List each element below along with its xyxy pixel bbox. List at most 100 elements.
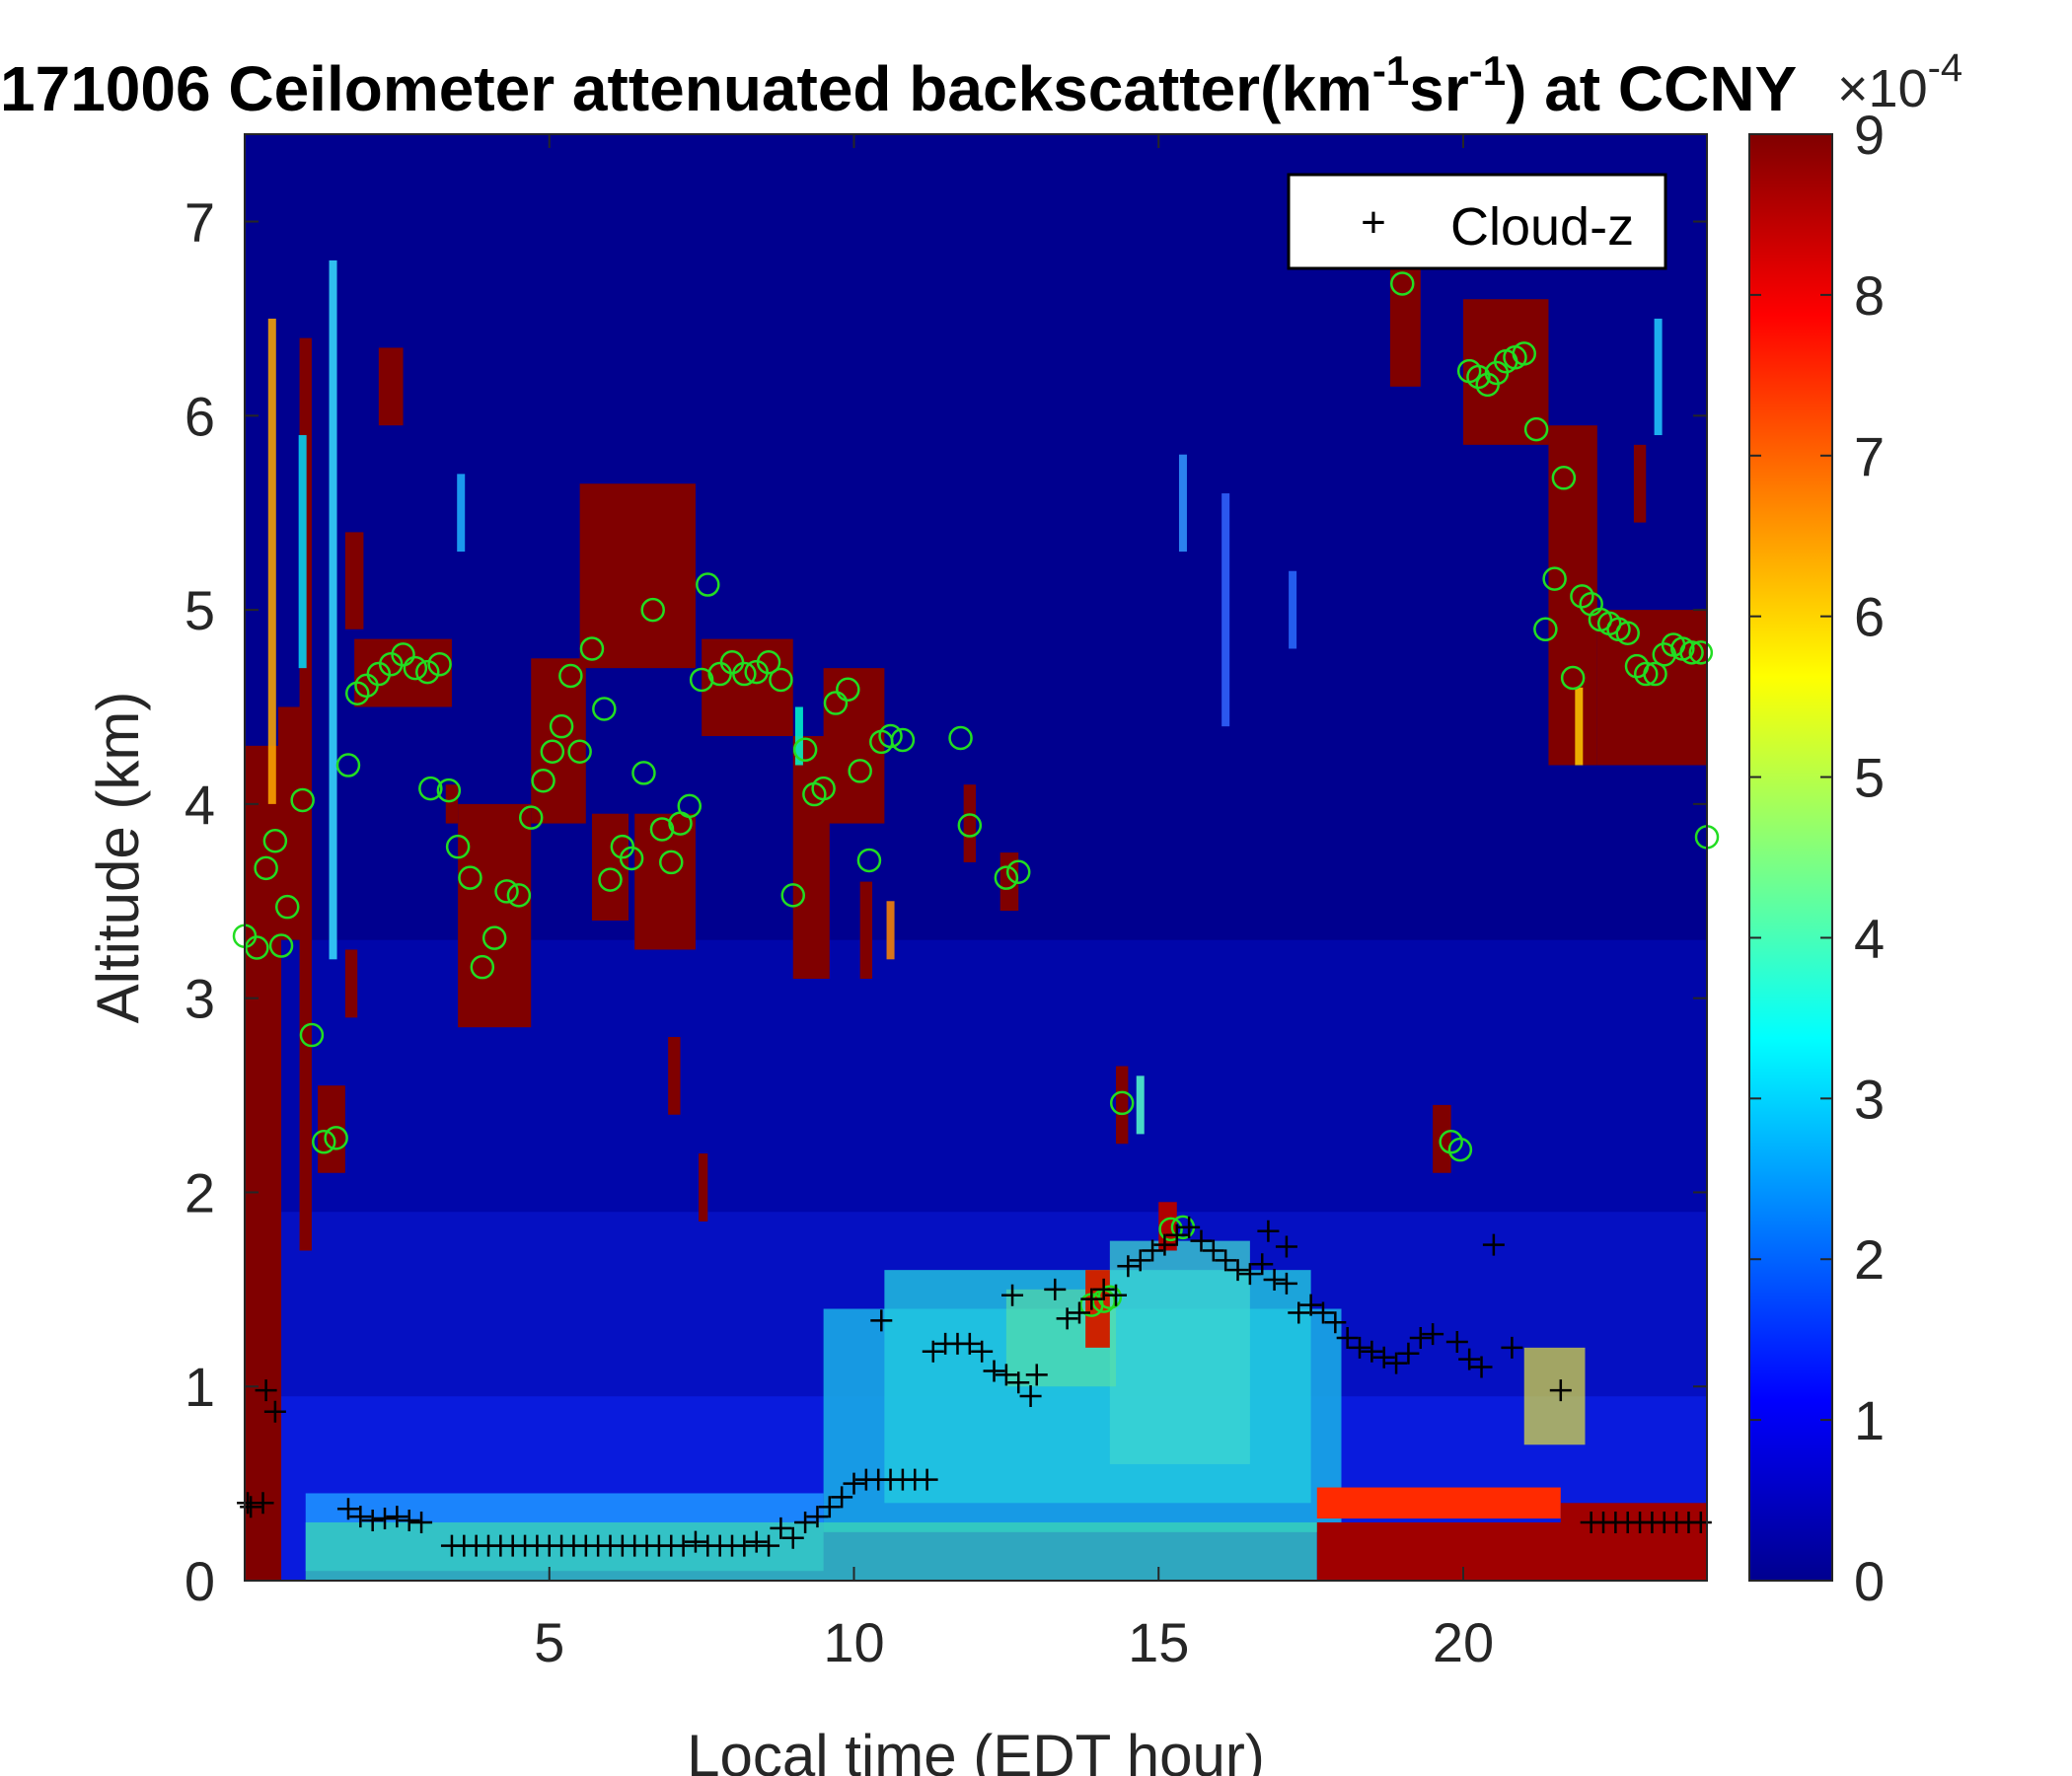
cloud-z-marker (1336, 1327, 1359, 1350)
cloud-top-marker (1679, 640, 1704, 665)
cloud-top-marker (811, 776, 836, 801)
plot-frame (244, 133, 1708, 1582)
x-tick-label: 10 (823, 1611, 884, 1673)
backscatter-streak (1289, 570, 1297, 649)
cloud-z-marker (1153, 1233, 1176, 1256)
cloud-z-marker (1361, 1340, 1383, 1363)
cloud-top-marker (769, 667, 793, 693)
backscatter-streak (298, 435, 307, 669)
cloud-z-marker (1445, 1330, 1468, 1353)
cloud-z-marker (684, 1530, 706, 1553)
cloud-z-marker (1056, 1307, 1078, 1330)
cloud-z-marker (995, 1364, 1017, 1386)
cloud-z-marker (1001, 1284, 1024, 1306)
cloud-top-marker (890, 727, 916, 753)
colorbar: 0 1 2 3 4 5 6 7 8 9 ×10-4 (1748, 46, 1962, 1612)
cloud-z-marker (1263, 1268, 1286, 1291)
cloud-z-marker (398, 1510, 420, 1531)
cloud-layer-block (344, 532, 364, 629)
cloud-top-marker (506, 883, 532, 908)
colorbar-gradient (1748, 133, 1833, 1582)
cloud-layer-block (963, 784, 976, 862)
cloud-z-marker (1299, 1294, 1322, 1316)
cloud-top-marker (1523, 416, 1549, 442)
chart-title: 171006 Ceilometer attenuated backscatter… (0, 47, 1797, 124)
cloud-z-marker (922, 1340, 944, 1363)
cloud-z-marker (1007, 1371, 1030, 1394)
cloud-z-marker (1458, 1348, 1481, 1370)
cloud-top-marker (567, 739, 592, 765)
cloud-z-marker (1689, 1511, 1712, 1533)
cloud-z-marker (843, 1472, 865, 1495)
cloud-top-marker (1390, 271, 1415, 296)
backscatter-streak (267, 318, 276, 804)
cloud-z-marker (1409, 1327, 1432, 1350)
cloud-top-marker (445, 834, 471, 859)
cloud-layer-block (859, 881, 873, 979)
cloud-z-marker (1238, 1263, 1261, 1286)
cloud-z-marker (1105, 1284, 1128, 1306)
cloud-z-marker (1422, 1323, 1444, 1346)
cloud-z-marker (1311, 1301, 1334, 1324)
y-tick-label: 7 (185, 191, 215, 254)
cloud-z-marker (1068, 1301, 1090, 1324)
cloud-top-marker (1634, 661, 1659, 687)
cloud-z-marker (1482, 1233, 1505, 1256)
cloud-top-marker (823, 691, 849, 715)
colorbar-tick-label: 9 (1854, 104, 1885, 166)
cloud-z-marker (349, 1506, 372, 1528)
backscatter-streak (1575, 687, 1584, 766)
cloud-top-marker (403, 655, 428, 681)
cloud-layer-block (668, 1037, 681, 1115)
cloud-top-marker (335, 753, 361, 777)
cloud-z-marker (1019, 1385, 1042, 1408)
colorbar-exponent: ×10-4 (1837, 46, 1962, 118)
cloud-top-marker (418, 776, 443, 801)
cloud-top-marker (689, 667, 714, 693)
cloud-top-marker (948, 725, 973, 751)
cloud-top-marker (1615, 621, 1640, 645)
cloud-z-marker (1190, 1229, 1213, 1252)
cloud-layer-block (1433, 1104, 1451, 1173)
cloud-layer-block (702, 638, 793, 737)
backscatter-band (305, 1521, 1317, 1581)
cloud-z-marker (1025, 1364, 1048, 1386)
cloud-z-marker (745, 1530, 768, 1553)
cloud-z-marker (1251, 1253, 1274, 1276)
cloud-z-marker (336, 1498, 359, 1520)
backscatter-streak (1178, 454, 1187, 553)
y-axis-label: Altitude (km) (85, 692, 151, 1024)
cloud-z-marker (374, 1508, 397, 1530)
cloud-top-marker (324, 1126, 348, 1150)
colorbar-ticks: 0 1 2 3 4 5 6 7 8 9 (1749, 104, 1885, 1612)
colorbar-tick-label: 4 (1854, 907, 1885, 969)
backscatter-streak (886, 901, 895, 960)
backscatter-streak (457, 474, 466, 553)
cloud-z-marker (240, 1496, 262, 1518)
colorbar-tick-label: 2 (1854, 1228, 1885, 1291)
y-tick-label: 0 (185, 1550, 215, 1612)
cloud-z-markers (237, 1216, 1712, 1557)
cloud-z-marker (1080, 1288, 1103, 1310)
cloud-z-marker (1044, 1278, 1067, 1300)
backscatter-band (1316, 1487, 1561, 1519)
cloud-z-marker (255, 1379, 277, 1402)
x-tick-label: 20 (1433, 1611, 1494, 1673)
cloud-top-marker (780, 883, 805, 908)
cloud-top-marker (1560, 665, 1586, 691)
axes: 5 10 15 20 0 1 2 3 4 5 6 7 (185, 133, 1708, 1673)
backscatter-streak (794, 706, 803, 766)
x-tick-label: 5 (534, 1611, 564, 1673)
cloud-z-marker (1275, 1235, 1297, 1258)
cloud-layer-block (1116, 1066, 1129, 1145)
cloud-z-marker (386, 1506, 408, 1528)
cloud-top-marker (470, 954, 495, 980)
cloud-top-marker (640, 597, 665, 623)
colorbar-tick-label: 5 (1854, 747, 1885, 809)
cloud-top-marker (1688, 640, 1714, 665)
cloud-top-marker (531, 769, 555, 793)
cloud-z-marker (1288, 1301, 1310, 1324)
backscatter-streak (1654, 318, 1663, 436)
y-tick-label: 2 (185, 1161, 215, 1223)
